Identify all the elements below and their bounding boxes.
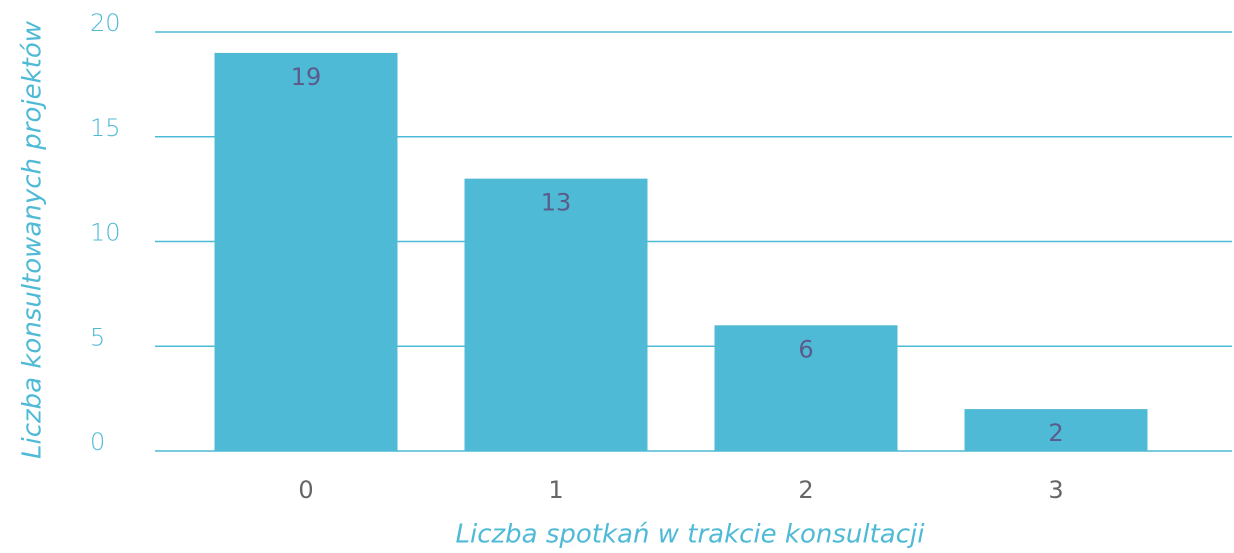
y-tick-label: 10 [90,219,121,247]
bar [714,325,898,451]
value-label: 2 [1048,419,1063,447]
y-tick-label: 15 [90,114,121,142]
bar [214,52,398,451]
x-tick-label: 3 [1048,476,1063,504]
y-tick-label: 20 [90,9,121,37]
bar [964,409,1148,451]
y-tick-label: 5 [90,323,105,351]
bar [464,178,648,451]
x-axis-title: Liczba spotkań w trakcie konsultacji [456,520,926,550]
y-axis-title: Liczba konsultowanych projektów [18,20,48,459]
value-label: 6 [798,335,813,363]
value-label: 19 [291,63,322,91]
y-tick-label: 0 [90,428,105,456]
x-tick-label: 2 [798,476,813,504]
value-label: 13 [541,189,572,217]
x-tick-label: 1 [548,476,563,504]
x-tick-label: 0 [298,476,313,504]
